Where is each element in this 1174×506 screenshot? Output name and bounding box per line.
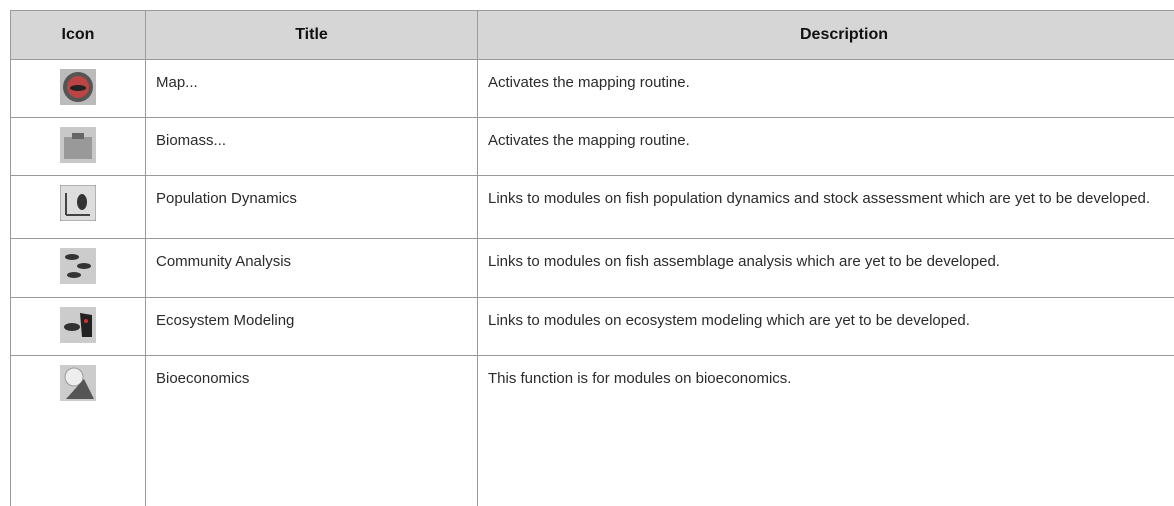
header-row: Icon Title Description bbox=[11, 11, 1174, 60]
description-cell: Activates the mapping routine. bbox=[478, 60, 1174, 118]
biomass-icon bbox=[60, 127, 96, 163]
title-cell: Population Dynamics bbox=[146, 176, 478, 239]
description-cell: Links to modules on fish population dyna… bbox=[478, 176, 1174, 239]
row: Community Analysis Links to modules on f… bbox=[11, 239, 1174, 298]
icon-cell bbox=[11, 356, 146, 506]
row: Map... Activates the mapping routine. bbox=[11, 60, 1174, 118]
row: Bioeconomics This function is for module… bbox=[11, 356, 1174, 506]
description-cell: Links to modules on fish assemblage anal… bbox=[478, 239, 1174, 298]
title-cell: Community Analysis bbox=[146, 239, 478, 298]
description-cell: Links to modules on ecosystem modeling w… bbox=[478, 298, 1174, 356]
icon-cell bbox=[11, 298, 146, 356]
description-cell: This function is for modules on bioecono… bbox=[478, 356, 1174, 506]
title-cell: Ecosystem Modeling bbox=[146, 298, 478, 356]
row: Ecosystem Modeling Links to modules on e… bbox=[11, 298, 1174, 356]
community-icon bbox=[60, 248, 96, 284]
title-cell: Biomass... bbox=[146, 118, 478, 176]
icon-cell bbox=[11, 176, 146, 239]
bioeconomics-icon bbox=[60, 365, 96, 401]
title-cell: Bioeconomics bbox=[146, 356, 478, 506]
title-cell: Map... bbox=[146, 60, 478, 118]
icon-cell bbox=[11, 60, 146, 118]
header-cell: Title bbox=[146, 11, 478, 60]
ecosystem-icon bbox=[60, 307, 96, 343]
population-icon bbox=[60, 185, 96, 221]
map-icon bbox=[60, 69, 96, 105]
icon-cell bbox=[11, 239, 146, 298]
header-cell: Description bbox=[478, 11, 1174, 60]
description-cell: Activates the mapping routine. bbox=[478, 118, 1174, 176]
header-cell: Icon bbox=[11, 11, 146, 60]
icon-cell bbox=[11, 118, 146, 176]
icon-table: Icon Title Description Map... Activates … bbox=[10, 10, 1174, 506]
row: Population Dynamics Links to modules on … bbox=[11, 176, 1174, 239]
row: Biomass... Activates the mapping routine… bbox=[11, 118, 1174, 176]
